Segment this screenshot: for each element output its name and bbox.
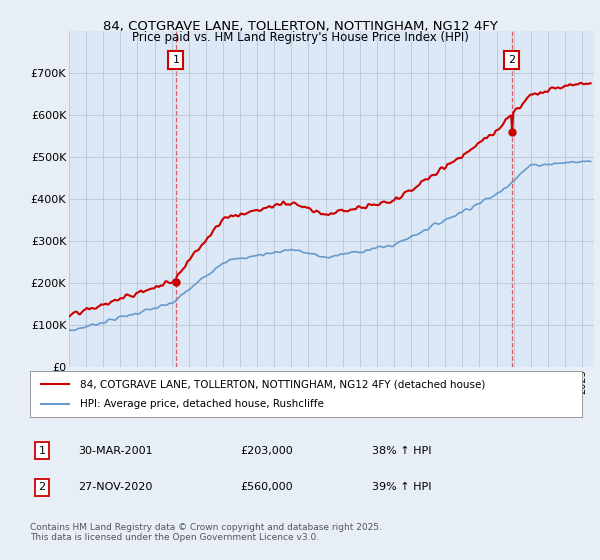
- Text: 2: 2: [38, 482, 46, 492]
- Text: Price paid vs. HM Land Registry's House Price Index (HPI): Price paid vs. HM Land Registry's House …: [131, 31, 469, 44]
- Text: 84, COTGRAVE LANE, TOLLERTON, NOTTINGHAM, NG12 4FY: 84, COTGRAVE LANE, TOLLERTON, NOTTINGHAM…: [103, 20, 497, 32]
- Text: 1: 1: [38, 446, 46, 456]
- Text: £560,000: £560,000: [240, 482, 293, 492]
- Text: 1: 1: [172, 55, 179, 65]
- Text: £203,000: £203,000: [240, 446, 293, 456]
- Text: 38% ↑ HPI: 38% ↑ HPI: [372, 446, 431, 456]
- Text: HPI: Average price, detached house, Rushcliffe: HPI: Average price, detached house, Rush…: [80, 399, 323, 409]
- Text: 39% ↑ HPI: 39% ↑ HPI: [372, 482, 431, 492]
- Text: Contains HM Land Registry data © Crown copyright and database right 2025.
This d: Contains HM Land Registry data © Crown c…: [30, 522, 382, 542]
- Text: 84, COTGRAVE LANE, TOLLERTON, NOTTINGHAM, NG12 4FY (detached house): 84, COTGRAVE LANE, TOLLERTON, NOTTINGHAM…: [80, 379, 485, 389]
- Text: 27-NOV-2020: 27-NOV-2020: [78, 482, 152, 492]
- Text: 2: 2: [508, 55, 515, 65]
- Text: 30-MAR-2001: 30-MAR-2001: [78, 446, 152, 456]
